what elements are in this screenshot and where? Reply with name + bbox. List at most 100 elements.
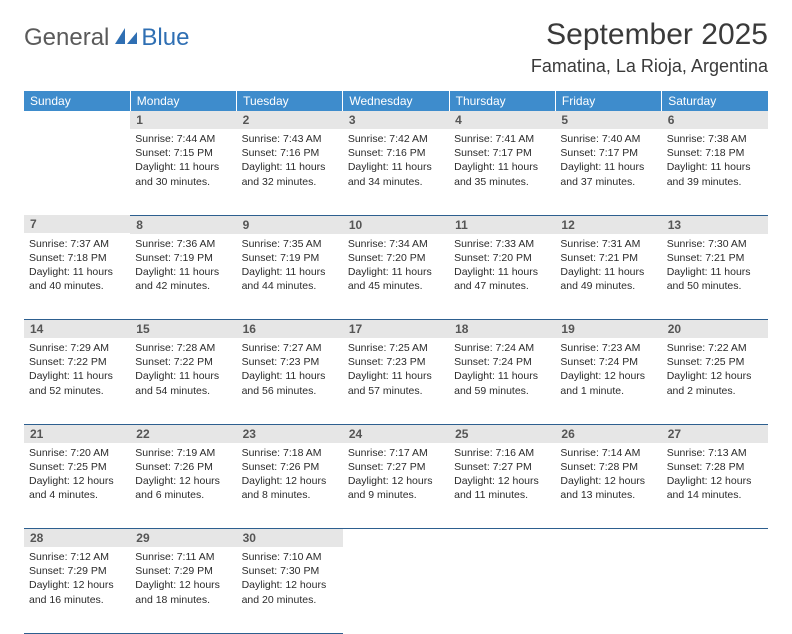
- sunrise-text: Sunrise: 7:36 AM: [135, 237, 231, 251]
- sunrise-text: Sunrise: 7:42 AM: [348, 132, 444, 146]
- daylight-text: Daylight: 11 hours and 52 minutes.: [29, 369, 125, 397]
- sunset-text: Sunset: 7:24 PM: [454, 355, 550, 369]
- day-cell-head: 20: [662, 320, 768, 339]
- sunset-text: Sunset: 7:18 PM: [29, 251, 125, 265]
- sunrise-text: Sunrise: 7:38 AM: [667, 132, 763, 146]
- weekday-header: Sunday: [24, 91, 130, 111]
- daylight-text: Daylight: 11 hours and 37 minutes.: [560, 160, 656, 188]
- daylight-text: Daylight: 12 hours and 1 minute.: [560, 369, 656, 397]
- sunrise-text: Sunrise: 7:29 AM: [29, 341, 125, 355]
- day-cell-body: Sunrise: 7:38 AMSunset: 7:18 PMDaylight:…: [662, 129, 768, 215]
- day-cell-body: Sunrise: 7:27 AMSunset: 7:23 PMDaylight:…: [237, 338, 343, 424]
- day-details: Sunrise: 7:11 AMSunset: 7:29 PMDaylight:…: [130, 547, 236, 611]
- day-cell-body: Sunrise: 7:13 AMSunset: 7:28 PMDaylight:…: [662, 443, 768, 529]
- day-cell-head: 19: [555, 320, 661, 339]
- day-number: 28: [24, 529, 130, 547]
- day-cell-body: Sunrise: 7:24 AMSunset: 7:24 PMDaylight:…: [449, 338, 555, 424]
- day-details: Sunrise: 7:23 AMSunset: 7:24 PMDaylight:…: [555, 338, 661, 402]
- day-cell-head: 27: [662, 424, 768, 443]
- calendar-head: SundayMondayTuesdayWednesdayThursdayFrid…: [24, 91, 768, 111]
- day-cell-head: 22: [130, 424, 236, 443]
- daylight-text: Daylight: 12 hours and 4 minutes.: [29, 474, 125, 502]
- day-cell-head: 16: [237, 320, 343, 339]
- day-number: 14: [24, 320, 130, 338]
- day-cell-head: [449, 529, 555, 548]
- weekday-header: Saturday: [662, 91, 768, 111]
- day-cell-head: 26: [555, 424, 661, 443]
- day-details: Sunrise: 7:33 AMSunset: 7:20 PMDaylight:…: [449, 234, 555, 298]
- day-cell-body: Sunrise: 7:22 AMSunset: 7:25 PMDaylight:…: [662, 338, 768, 424]
- day-details: Sunrise: 7:10 AMSunset: 7:30 PMDaylight:…: [237, 547, 343, 611]
- day-number: 2: [237, 111, 343, 129]
- day-cell-head: 9: [237, 215, 343, 234]
- day-number: 1: [130, 111, 236, 129]
- day-details: Sunrise: 7:19 AMSunset: 7:26 PMDaylight:…: [130, 443, 236, 507]
- day-number: 16: [237, 320, 343, 338]
- sunset-text: Sunset: 7:17 PM: [454, 146, 550, 160]
- weekday-header: Monday: [130, 91, 236, 111]
- day-cell-head: 14: [24, 320, 130, 339]
- day-number: 22: [130, 425, 236, 443]
- sunrise-text: Sunrise: 7:28 AM: [135, 341, 231, 355]
- day-details: Sunrise: 7:35 AMSunset: 7:19 PMDaylight:…: [237, 234, 343, 298]
- sunset-text: Sunset: 7:29 PM: [29, 564, 125, 578]
- day-number: 27: [662, 425, 768, 443]
- sunrise-text: Sunrise: 7:37 AM: [29, 237, 125, 251]
- title-block: September 2025 Famatina, La Rioja, Argen…: [531, 18, 768, 77]
- daylight-text: Daylight: 11 hours and 34 minutes.: [348, 160, 444, 188]
- day-cell-head: 21: [24, 424, 130, 443]
- logo: General Blue: [24, 18, 189, 52]
- day-number: 10: [343, 216, 449, 234]
- sunrise-text: Sunrise: 7:41 AM: [454, 132, 550, 146]
- day-cell-head: 12: [555, 215, 661, 234]
- sunrise-text: Sunrise: 7:44 AM: [135, 132, 231, 146]
- day-number: 26: [555, 425, 661, 443]
- day-number: 13: [662, 216, 768, 234]
- logo-sail-icon: [113, 26, 139, 51]
- sunset-text: Sunset: 7:18 PM: [667, 146, 763, 160]
- day-details: Sunrise: 7:22 AMSunset: 7:25 PMDaylight:…: [662, 338, 768, 402]
- day-cell-head: 17: [343, 320, 449, 339]
- day-cell-body: [24, 129, 130, 215]
- day-number: 29: [130, 529, 236, 547]
- daylight-text: Daylight: 12 hours and 8 minutes.: [242, 474, 338, 502]
- header: General Blue September 2025 Famatina, La…: [24, 18, 768, 77]
- weekday-row: SundayMondayTuesdayWednesdayThursdayFrid…: [24, 91, 768, 111]
- week-row: Sunrise: 7:20 AMSunset: 7:25 PMDaylight:…: [24, 443, 768, 529]
- sunset-text: Sunset: 7:22 PM: [29, 355, 125, 369]
- day-cell-head: [662, 529, 768, 548]
- day-cell-body: Sunrise: 7:20 AMSunset: 7:25 PMDaylight:…: [24, 443, 130, 529]
- daynum-row: 123456: [24, 111, 768, 129]
- day-cell-body: Sunrise: 7:11 AMSunset: 7:29 PMDaylight:…: [130, 547, 236, 633]
- day-number: 20: [662, 320, 768, 338]
- sunrise-text: Sunrise: 7:20 AM: [29, 446, 125, 460]
- sunset-text: Sunset: 7:20 PM: [454, 251, 550, 265]
- sunrise-text: Sunrise: 7:33 AM: [454, 237, 550, 251]
- day-details: Sunrise: 7:41 AMSunset: 7:17 PMDaylight:…: [449, 129, 555, 193]
- day-cell-body: Sunrise: 7:12 AMSunset: 7:29 PMDaylight:…: [24, 547, 130, 633]
- day-number: [662, 529, 768, 547]
- daylight-text: Daylight: 11 hours and 45 minutes.: [348, 265, 444, 293]
- day-number: [449, 529, 555, 547]
- week-row: Sunrise: 7:44 AMSunset: 7:15 PM Daylight:…: [24, 129, 768, 215]
- day-cell-body: Sunrise: 7:17 AMSunset: 7:27 PMDaylight:…: [343, 443, 449, 529]
- daylight-text: Daylight: 12 hours and 20 minutes.: [242, 578, 338, 606]
- weekday-header: Thursday: [449, 91, 555, 111]
- sunrise-text: Sunrise: 7:10 AM: [242, 550, 338, 564]
- sunset-text: Sunset: 7:20 PM: [348, 251, 444, 265]
- day-details: Sunrise: 7:43 AMSunset: 7:16 PMDaylight:…: [237, 129, 343, 193]
- day-number: [555, 529, 661, 547]
- sunset-text: Sunset: 7:16 PM: [242, 146, 338, 160]
- daylight-text: Daylight: 11 hours and 35 minutes.: [454, 160, 550, 188]
- week-row: Sunrise: 7:12 AMSunset: 7:29 PMDaylight:…: [24, 547, 768, 633]
- day-cell-body: Sunrise: 7:40 AMSunset: 7:17 PMDaylight:…: [555, 129, 661, 215]
- week-row: Sunrise: 7:37 AMSunset: 7:18 PM Daylight:…: [24, 234, 768, 320]
- sunrise-text: Sunrise: 7:17 AM: [348, 446, 444, 460]
- day-cell-body: Sunrise: 7:10 AMSunset: 7:30 PMDaylight:…: [237, 547, 343, 633]
- sunset-text: Sunset: 7:28 PM: [560, 460, 656, 474]
- day-number: 25: [449, 425, 555, 443]
- daylight-text: Daylight: 11 hours and 56 minutes.: [242, 369, 338, 397]
- day-cell-body: Sunrise: 7:31 AMSunset: 7:21 PMDaylight:…: [555, 234, 661, 320]
- day-cell-body: [555, 547, 661, 633]
- sunset-text: Sunset: 7:15 PM: [135, 146, 231, 160]
